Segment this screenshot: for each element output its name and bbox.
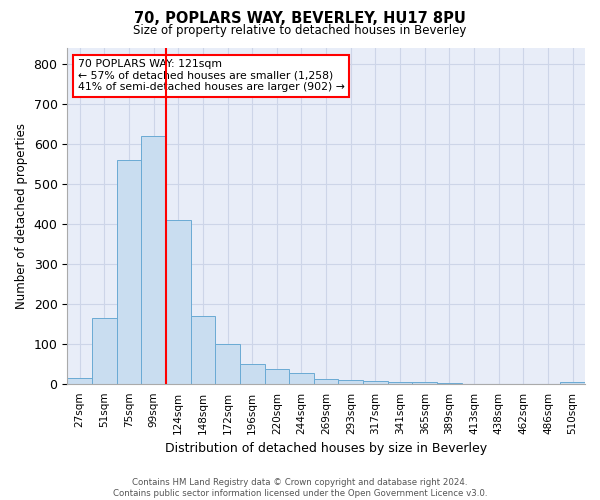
Y-axis label: Number of detached properties: Number of detached properties	[15, 122, 28, 308]
Bar	[240, 364, 265, 384]
Bar	[560, 382, 585, 384]
X-axis label: Distribution of detached houses by size in Beverley: Distribution of detached houses by size …	[165, 442, 487, 455]
Bar	[388, 382, 412, 384]
Bar	[363, 381, 388, 384]
Bar	[141, 136, 166, 384]
Bar	[412, 382, 437, 384]
Bar	[116, 160, 141, 384]
Bar	[166, 220, 191, 384]
Bar	[314, 379, 338, 384]
Bar	[215, 344, 240, 384]
Bar	[92, 318, 116, 384]
Bar	[437, 382, 462, 384]
Bar	[265, 368, 289, 384]
Text: 70, POPLARS WAY, BEVERLEY, HU17 8PU: 70, POPLARS WAY, BEVERLEY, HU17 8PU	[134, 11, 466, 26]
Bar	[67, 378, 92, 384]
Text: 70 POPLARS WAY: 121sqm
← 57% of detached houses are smaller (1,258)
41% of semi-: 70 POPLARS WAY: 121sqm ← 57% of detached…	[77, 60, 344, 92]
Text: Contains HM Land Registry data © Crown copyright and database right 2024.
Contai: Contains HM Land Registry data © Crown c…	[113, 478, 487, 498]
Bar	[191, 316, 215, 384]
Bar	[338, 380, 363, 384]
Text: Size of property relative to detached houses in Beverley: Size of property relative to detached ho…	[133, 24, 467, 37]
Bar	[289, 372, 314, 384]
